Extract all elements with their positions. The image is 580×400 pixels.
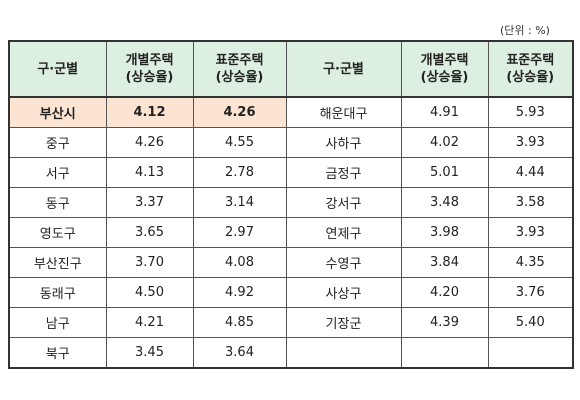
table-cell: 4.85: [192, 307, 287, 338]
table-cell: 부산시: [8, 96, 107, 128]
header-cell: 표준주택 (상승율): [487, 40, 574, 98]
table-row: 부산진구 3.70 4.08 수영구 3.84 4.35: [8, 247, 574, 278]
table-cell: 4.35: [487, 247, 574, 278]
table-cell: 2.78: [192, 157, 287, 188]
table-row: 동래구 4.50 4.92 사상구 4.20 3.76: [8, 277, 574, 308]
table-cell: 4.21: [105, 307, 194, 338]
table-cell: 연제구: [285, 217, 402, 248]
header-cell: 구·군별: [285, 40, 402, 98]
table-cell: 4.02: [400, 127, 489, 158]
table-cell: 3.93: [487, 127, 574, 158]
table-cell: [487, 337, 574, 369]
header-text: 구·군별: [323, 61, 364, 77]
table-cell: 중구: [8, 127, 107, 158]
table-cell: 수영구: [285, 247, 402, 278]
table-cell: 기장군: [285, 307, 402, 338]
table-cell: 사하구: [285, 127, 402, 158]
table: 구·군별 개별주택 (상승율) 표준주택 (상승율) 구·군별 개별주택 (상승율) 표준주택 (…: [8, 40, 574, 369]
table-cell: 해운대구: [285, 96, 402, 128]
header-text: 표준주택: [215, 53, 264, 68]
table-cell: 사상구: [285, 277, 402, 308]
header-cell: 표준주택 (상승율): [192, 40, 287, 98]
table-cell: 동래구: [8, 277, 107, 308]
table-cell: 4.08: [192, 247, 287, 278]
table-row: 동구 3.37 3.14 강서구 3.48 3.58: [8, 187, 574, 218]
table-cell: 3.48: [400, 187, 489, 218]
table-cell: 3.65: [105, 217, 194, 248]
table-cell: 5.40: [487, 307, 574, 338]
header-text: 개별주택: [420, 53, 469, 68]
unit-label: (단위 : %): [500, 24, 550, 37]
table-cell: 서구: [8, 157, 107, 188]
header-text: 구·군별: [37, 61, 79, 77]
table-cell: 남구: [8, 307, 107, 338]
table-cell: 4.92: [192, 277, 287, 308]
table-cell: 3.58: [487, 187, 574, 218]
table-row: 서구 4.13 2.78 금정구 5.01 4.44: [8, 157, 574, 188]
header-text: 개별주택: [125, 53, 174, 68]
table-cell: 3.37: [105, 187, 194, 218]
header-cell: 개별주택 (상승율): [105, 40, 194, 98]
header-text: (상승율): [125, 70, 174, 85]
header-text: (상승율): [420, 70, 469, 85]
table-cell: 4.26: [192, 96, 287, 128]
table-cell: 3.64: [192, 337, 287, 369]
header-cell: 구·군별: [8, 40, 107, 98]
header-cell: 개별주택 (상승율): [400, 40, 489, 98]
table-body: 부산시 4.12 4.26 해운대구 4.91 5.93 중구 4.26 4.55 사하구 4.02…: [8, 96, 574, 369]
header-row: 구·군별 개별주택 (상승율) 표준주택 (상승율) 구·군별 개별주택 (상승율) 표준주택 (…: [8, 40, 574, 98]
table-cell: 3.98: [400, 217, 489, 248]
table-cell: 4.55: [192, 127, 287, 158]
table-cell: 3.84: [400, 247, 489, 278]
table-row: 부산시 4.12 4.26 해운대구 4.91 5.93: [8, 96, 574, 128]
table-cell: 영도구: [8, 217, 107, 248]
table-cell: 4.44: [487, 157, 574, 188]
table-row: 남구 4.21 4.85 기장군 4.39 5.40: [8, 307, 574, 338]
table-cell: 5.93: [487, 96, 574, 128]
table-cell: 3.70: [105, 247, 194, 278]
table-cell: 4.20: [400, 277, 489, 308]
table-cell: 4.50: [105, 277, 194, 308]
table-cell: 3.14: [192, 187, 287, 218]
table-cell: 3.45: [105, 337, 194, 369]
table-cell: 4.26: [105, 127, 194, 158]
table-cell: 4.39: [400, 307, 489, 338]
table-cell: 5.01: [400, 157, 489, 188]
table-cell: 3.93: [487, 217, 574, 248]
table-cell: 3.76: [487, 277, 574, 308]
table-cell: 4.13: [105, 157, 194, 188]
header-text: (상승율): [506, 70, 555, 85]
table-cell: 북구: [8, 337, 107, 369]
header-text: 표준주택: [506, 53, 555, 68]
table-row: 중구 4.26 4.55 사하구 4.02 3.93: [8, 127, 574, 158]
table-cell: 금정구: [285, 157, 402, 188]
table-cell: 강서구: [285, 187, 402, 218]
table-cell: 2.97: [192, 217, 287, 248]
table-cell: 4.12: [105, 96, 194, 128]
table-row: 영도구 3.65 2.97 연제구 3.98 3.93: [8, 217, 574, 248]
table-cell: [285, 337, 402, 369]
table-row: 북구 3.45 3.64: [8, 337, 574, 369]
table-cell: 동구: [8, 187, 107, 218]
table-cell: [400, 337, 489, 369]
header-text: (상승율): [215, 70, 264, 85]
table-cell: 4.91: [400, 96, 489, 128]
table-cell: 부산진구: [8, 247, 107, 278]
